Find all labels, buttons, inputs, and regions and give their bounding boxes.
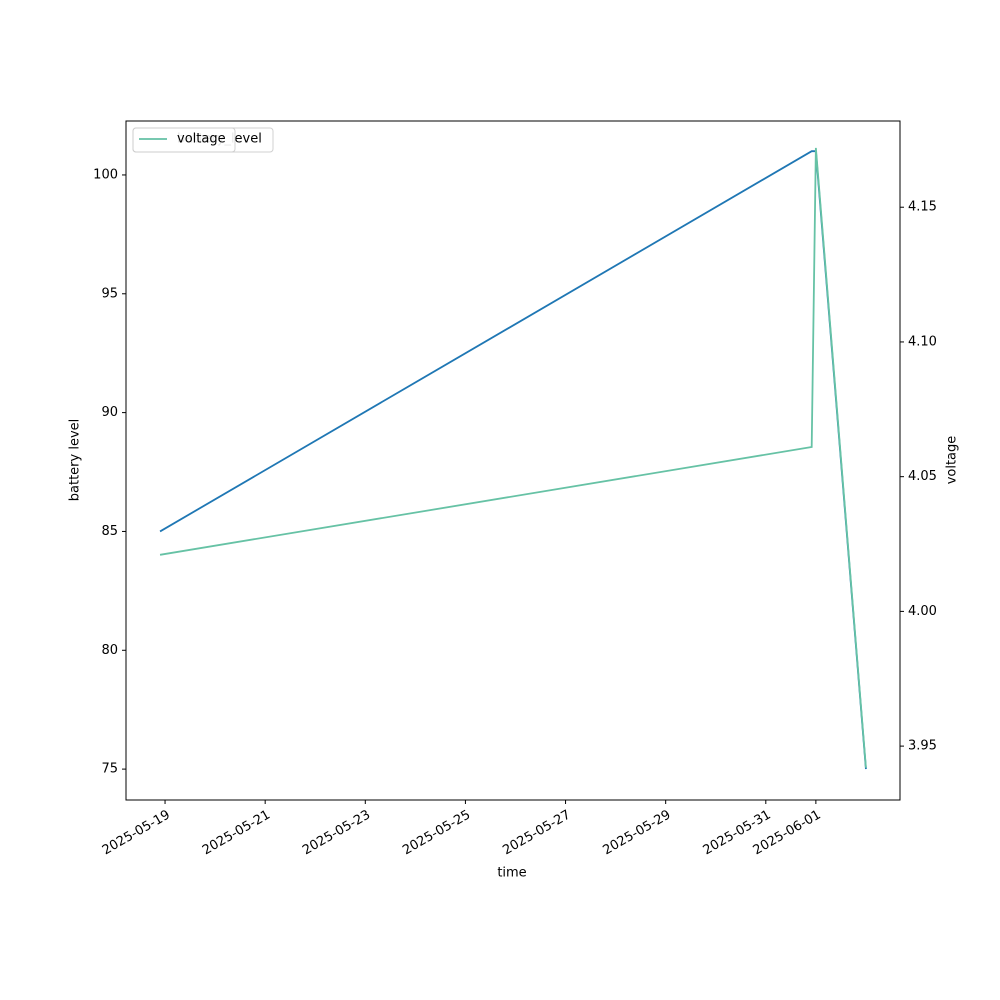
x-axis-label: time <box>497 866 526 881</box>
series-line <box>159 150 867 770</box>
x-tick-label: 2025-05-21 <box>200 808 273 859</box>
x-tick-label: 2025-05-27 <box>500 808 573 859</box>
y2-tick-label: 3.95 <box>908 739 937 754</box>
y2-axis-label: voltage <box>945 436 960 485</box>
y-tick-label: 95 <box>101 286 118 301</box>
legend-box <box>132 127 236 153</box>
y-tick-label: 75 <box>101 762 118 777</box>
y-tick-label: 80 <box>101 643 118 658</box>
y-tick-label: 85 <box>101 524 118 539</box>
x-tick-label: 2025-05-19 <box>100 808 173 859</box>
y-tick-label: 100 <box>93 167 118 182</box>
plot-frame <box>125 120 901 801</box>
x-tick-label: 2025-05-23 <box>300 808 373 859</box>
series-line <box>159 147 867 768</box>
y-axis-label: battery level <box>68 419 83 502</box>
x-tick-label: 2025-05-25 <box>400 808 473 859</box>
y2-tick-label: 4.05 <box>908 469 937 484</box>
x-tick-label: 2025-05-29 <box>600 808 673 859</box>
y2-tick-label: 4.10 <box>908 334 937 349</box>
legend-label: voltage <box>177 132 226 147</box>
y-tick-label: 90 <box>101 405 118 420</box>
y2-tick-label: 4.00 <box>908 604 937 619</box>
y2-tick-label: 4.15 <box>908 200 937 215</box>
